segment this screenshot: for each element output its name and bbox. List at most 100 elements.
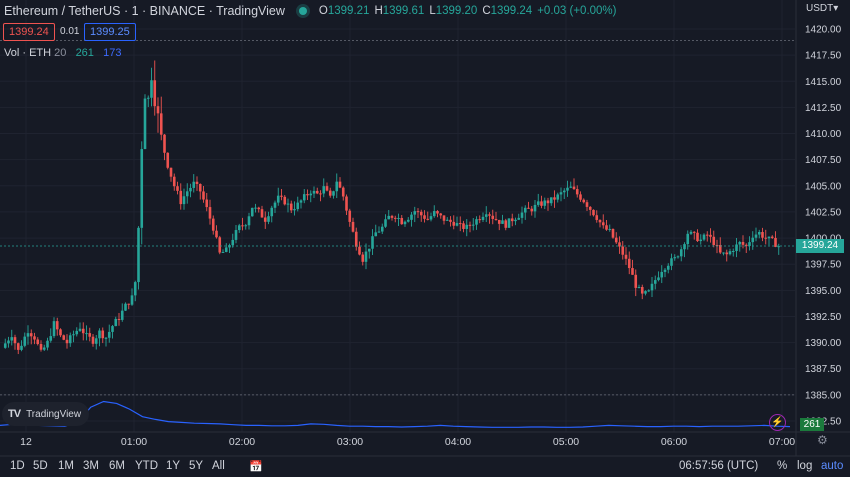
candle-body — [608, 228, 612, 230]
candle-body — [88, 333, 92, 337]
candle-body — [345, 196, 348, 211]
currency-selector[interactable]: USDT▾ — [806, 3, 838, 14]
timeframe-all[interactable]: All — [212, 460, 225, 472]
chevron-down-icon: ▾ — [833, 3, 839, 14]
candle-body — [81, 328, 85, 334]
candle-body — [91, 336, 95, 344]
tradingview-logo[interactable]: TV TradingView — [2, 402, 90, 426]
candle-body — [364, 251, 368, 262]
candle-body — [309, 193, 313, 196]
candle-body — [270, 207, 274, 217]
lightning-icon[interactable]: ⚡ — [769, 414, 786, 431]
candle-body — [436, 211, 439, 214]
timeframe-6m[interactable]: 6M — [109, 460, 125, 472]
timeframe-1m[interactable]: 1M — [58, 460, 74, 472]
timeframe-1y[interactable]: 1Y — [166, 460, 181, 472]
price-tick: 1397.50 — [805, 260, 842, 271]
candle-body — [26, 333, 30, 337]
candle-body — [78, 328, 82, 331]
candle-body — [59, 329, 62, 336]
candle-body — [234, 230, 238, 240]
percent-toggle[interactable]: % — [777, 460, 788, 472]
price-axis[interactable]: 1420.00 1417.50 1415.00 1412.50 1410.00 1407.… — [805, 25, 842, 428]
candle-body — [153, 80, 157, 107]
candle-body — [221, 251, 225, 253]
candle-body — [770, 236, 774, 238]
auto-toggle[interactable]: auto — [821, 460, 844, 472]
timeframe-3m[interactable]: 3M — [83, 460, 99, 472]
candle-body — [361, 254, 365, 262]
timeframe-5y[interactable]: 5Y — [189, 460, 204, 472]
candle-body — [397, 217, 400, 219]
candle-body — [488, 214, 491, 216]
utc-clock[interactable]: 06:57:56 (UTC) — [679, 460, 759, 472]
gear-icon[interactable]: ⚙ — [817, 433, 828, 447]
candle-body — [124, 303, 127, 311]
calendar-icon[interactable]: 📅 — [249, 461, 263, 473]
ohlc-value: 1399.24 — [490, 5, 533, 17]
symbol-header[interactable]: Ethereum / TetherUS · 1 · BINANCE · Trad… — [4, 4, 621, 18]
timeframe-5d[interactable]: 5D — [33, 460, 48, 472]
candle-body — [335, 181, 339, 192]
candle-body — [325, 186, 329, 191]
candle-body — [722, 252, 725, 254]
candle-body — [585, 202, 589, 207]
spread-value: 0.01 — [60, 26, 80, 37]
buy-price-button[interactable]: 1399.25 — [84, 23, 136, 41]
price-tick: 1412.50 — [805, 103, 842, 114]
candle-body — [198, 183, 202, 192]
log-toggle[interactable]: log — [797, 460, 813, 472]
candle-body — [403, 221, 407, 225]
candle-body — [657, 277, 660, 281]
candle-body — [699, 239, 703, 242]
price-tick: 1402.50 — [805, 207, 842, 218]
candle-body — [572, 186, 576, 190]
timeframe-1d[interactable]: 1D — [10, 460, 25, 472]
candle-body — [689, 231, 693, 234]
candle-body — [553, 197, 556, 200]
candle-body — [640, 286, 644, 294]
candle-body — [501, 220, 504, 224]
candle-body — [621, 246, 625, 255]
time-tick: 01:00 — [121, 436, 147, 448]
time-axis[interactable]: 12 01:00 02:00 03:00 04:00 05:00 06:00 07:00 — [20, 436, 795, 448]
candle-body — [260, 209, 264, 218]
timeframe-ytd[interactable]: YTD — [135, 460, 158, 472]
candle-body — [549, 197, 553, 204]
candle-body — [338, 181, 342, 188]
sell-price-button[interactable]: 1399.24 — [3, 23, 55, 41]
candle-body — [62, 335, 66, 340]
candle-body — [117, 318, 121, 320]
candle-body — [530, 208, 534, 212]
candle-body — [556, 194, 560, 200]
candle-body — [49, 336, 53, 341]
ohlc-value: 1399.21 — [327, 5, 370, 17]
candle-body — [614, 237, 618, 243]
candle-body — [143, 98, 147, 150]
candle-body — [725, 252, 729, 255]
candle-body — [452, 221, 456, 226]
volume-legend[interactable]: Vol · ETH 20 261 173 — [4, 47, 121, 59]
chart-grid — [0, 0, 850, 457]
candle-body — [172, 176, 176, 187]
symbol-title[interactable]: Ethereum / TetherUS · 1 · BINANCE · Trad… — [4, 4, 285, 18]
candle-body — [670, 258, 673, 266]
time-tick: 03:00 — [337, 436, 363, 448]
candle-body — [445, 219, 449, 221]
candle-body — [410, 214, 413, 220]
candle-body — [16, 343, 20, 350]
candle-body — [254, 207, 257, 209]
ohlc-key: O — [318, 5, 328, 17]
candle-body — [195, 181, 199, 184]
candle-body — [224, 247, 228, 252]
candle-body — [481, 216, 485, 220]
candle-body — [624, 254, 628, 259]
candle-body — [273, 202, 277, 208]
candle-body — [644, 291, 647, 294]
candle-body — [241, 225, 244, 227]
candle-body — [244, 225, 248, 227]
candle-body — [543, 200, 547, 206]
candle-body — [280, 195, 283, 197]
candle-body — [757, 231, 761, 235]
